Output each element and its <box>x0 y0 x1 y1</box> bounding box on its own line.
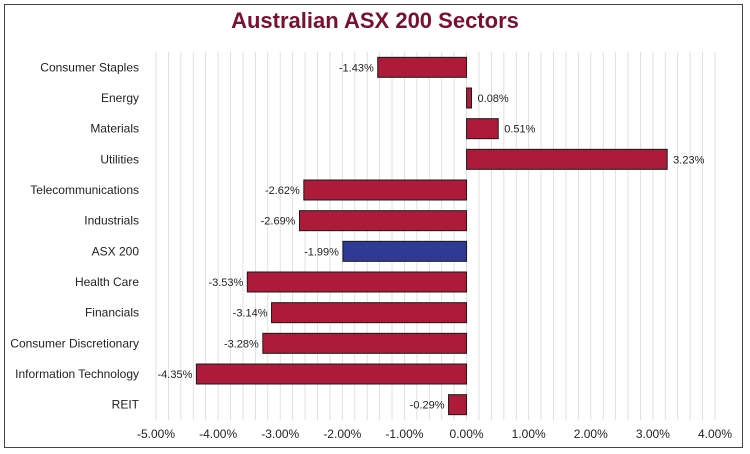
value-label: 3.23% <box>673 154 704 166</box>
bar <box>377 56 468 78</box>
chart-title: Australian ASX 200 Sectors <box>231 8 519 33</box>
value-label: -3.28% <box>224 338 259 350</box>
category-label: Industrials <box>84 214 139 228</box>
bar <box>298 210 468 232</box>
bar <box>262 332 468 354</box>
value-label: -3.14% <box>233 308 268 320</box>
bar <box>466 118 499 140</box>
value-label: -3.53% <box>208 277 243 289</box>
x-tick-label: -2.00% <box>323 427 361 441</box>
value-label: 0.51% <box>504 124 535 136</box>
category-label: Health Care <box>75 275 139 289</box>
bar <box>303 179 468 201</box>
value-label: -1.99% <box>304 246 339 258</box>
value-label: -1.43% <box>339 62 374 74</box>
bar <box>271 302 468 324</box>
value-label: 0.08% <box>478 93 509 105</box>
value-label: -0.29% <box>410 400 445 412</box>
category-label: Energy <box>101 91 139 105</box>
category-label: Financials <box>85 306 139 320</box>
category-label: ASX 200 <box>92 244 140 258</box>
x-tick-label: -3.00% <box>261 427 299 441</box>
category-label: Telecommunications <box>30 183 139 197</box>
category-label: Consumer Staples <box>40 60 139 74</box>
category-label: Materials <box>90 122 139 136</box>
bar <box>195 363 468 385</box>
x-tick-label: 3.00% <box>636 427 670 441</box>
value-label: -4.35% <box>158 369 193 381</box>
bar <box>342 240 468 262</box>
bar <box>466 87 473 109</box>
category-label: REIT <box>112 398 140 412</box>
bar <box>448 394 468 416</box>
x-tick-label: -1.00% <box>385 427 423 441</box>
category-label: Consumer Discretionary <box>10 336 139 350</box>
category-label: Information Technology <box>15 367 139 381</box>
bar <box>246 271 468 293</box>
x-tick-label: 4.00% <box>698 427 732 441</box>
bar <box>466 148 668 170</box>
category-label: Utilities <box>100 152 139 166</box>
value-label: -2.62% <box>265 185 300 197</box>
value-label: -2.69% <box>261 216 296 228</box>
x-tick-label: -5.00% <box>137 427 175 441</box>
x-tick-label: 2.00% <box>574 427 608 441</box>
x-tick-label: 1.00% <box>512 427 546 441</box>
x-tick-label: 0.00% <box>450 427 484 441</box>
x-tick-label: -4.00% <box>199 427 237 441</box>
